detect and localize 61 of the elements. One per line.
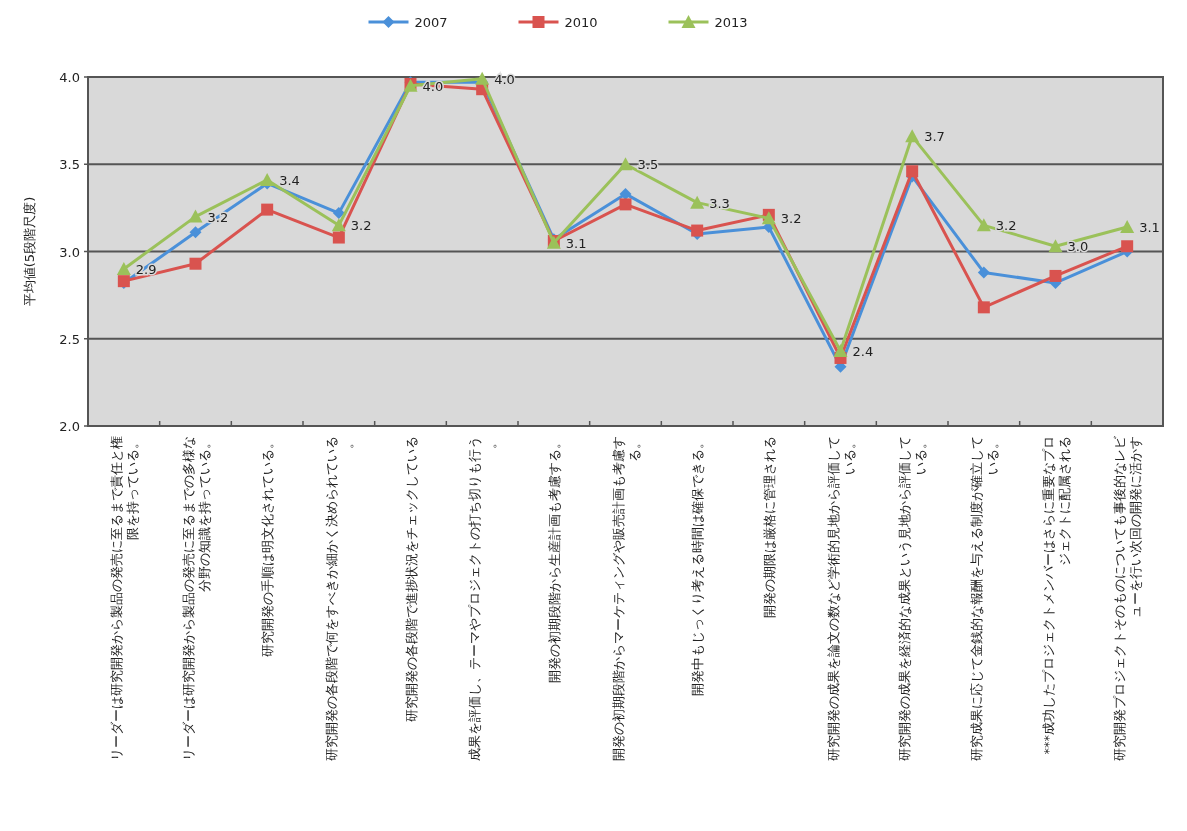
point: [618, 157, 633, 171]
data-label: 3.7: [924, 129, 945, 145]
x-tick-label: 研究開発の各段階で進捗状況をチェックしている: [403, 436, 419, 722]
point: [188, 209, 203, 223]
point: [475, 71, 490, 85]
y-axis-title: 平均値(5段階尺度): [22, 196, 37, 307]
x-tick-label: 成果を評価し、テーマやプロジェクトの打ち切りも行う。: [467, 436, 499, 761]
x-tick-label: ***成功したプロジェクトメンバーはさらに重要なプロジェクトに配属される: [1040, 436, 1072, 755]
x-tick-label: 開発の初期段階からマーケティングや販売計画も考慮する。: [610, 436, 642, 761]
point: [332, 231, 345, 244]
point: [1120, 220, 1135, 234]
point: [977, 266, 990, 279]
x-tick-label: 開発の期限は厳格に管理される: [761, 436, 777, 618]
data-label: 3.2: [780, 211, 802, 227]
point: [833, 343, 848, 357]
point: [690, 195, 705, 209]
legend-label: 2013: [714, 15, 748, 30]
point: [905, 129, 920, 143]
x-tick-label: 開発の初期段階から生産計画も考慮する。: [546, 436, 562, 683]
point: [619, 198, 632, 211]
point: [260, 172, 275, 186]
x-tick-label: 研究成果に応じて金銭的な報酬を与える制度が確立している。: [968, 436, 1000, 761]
y-tick-label: 2.5: [59, 331, 80, 347]
data-label: 3.3: [709, 195, 730, 211]
point: [906, 165, 919, 178]
point: [1121, 240, 1134, 253]
data-label: 3.1: [565, 235, 587, 251]
x-tick-label: 研究開発の手順は明文化されている。: [260, 436, 276, 657]
y-tick-label: 3.5: [59, 157, 80, 173]
point: [977, 301, 990, 314]
y-tick-label: 3.0: [59, 244, 80, 260]
point: [1048, 239, 1063, 253]
x-tick-label: リーダーは研究開発から製品の発売に至るまで責任と権限を持っている。: [108, 436, 140, 761]
x-tick-label: 研究開発の各段階で何をすべきか細かく決められている。: [323, 436, 355, 761]
x-tick-label: 研究開発プロジェクトそのものについても事後的なレビューを行い次回の開発に活かす: [1112, 435, 1144, 761]
y-tick-label: 4.0: [59, 70, 80, 85]
data-label: 3.4: [279, 172, 300, 188]
x-tick-label: リーダーは研究開発から製品の発売に至るまでの多様な分野の知識を持っている。: [180, 436, 212, 761]
legend-label: 2010: [564, 15, 598, 30]
data-label: 3.1: [1139, 220, 1160, 236]
point: [116, 261, 131, 275]
data-label: 2.4: [852, 343, 874, 359]
x-tick-label: 研究開発の成果を経済的な成果という見地から評価している。: [897, 436, 929, 761]
point: [976, 218, 991, 232]
x-tick-label: 開発中もじっくり考える時間は確保できる。: [690, 436, 706, 696]
data-label: 3.2: [995, 218, 1017, 234]
point: [261, 203, 274, 216]
point: [189, 257, 202, 270]
data-label: 3.0: [1067, 239, 1089, 255]
point: [761, 211, 776, 225]
point: [619, 187, 632, 200]
data-label: 4.0: [422, 78, 444, 94]
point: [691, 224, 704, 237]
legend-label: 2007: [414, 15, 448, 30]
x-tick-label: 研究開発の成果を論文の数など学術的見地から評価している。: [825, 436, 857, 761]
point: [331, 218, 346, 232]
point: [189, 226, 202, 239]
y-tick-label: 2.0: [59, 419, 80, 434]
data-label: 3.2: [350, 218, 372, 234]
point: [1049, 269, 1062, 282]
point: [332, 207, 345, 220]
